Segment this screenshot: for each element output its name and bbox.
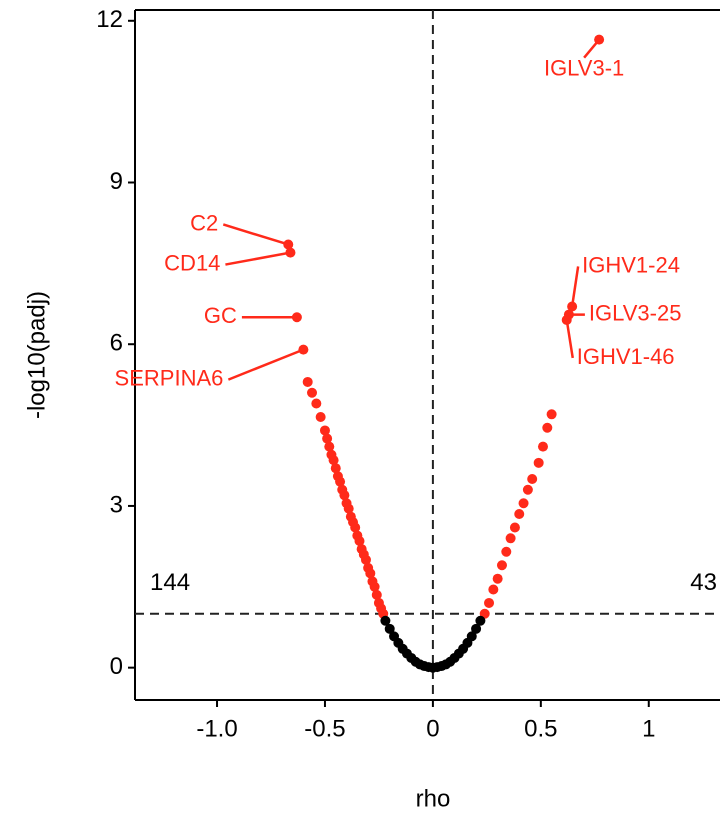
x-tick-label: 1: [642, 715, 655, 742]
point: [492, 573, 503, 584]
point: [522, 484, 533, 495]
point: [475, 615, 486, 626]
point: [352, 530, 363, 541]
point: [533, 457, 544, 468]
point: [285, 247, 296, 258]
point: [311, 398, 322, 409]
count-annotation: 144: [150, 569, 190, 596]
point: [496, 560, 507, 571]
point: [367, 576, 378, 587]
point: [291, 312, 302, 323]
point: [567, 301, 578, 312]
point: [283, 239, 294, 250]
y-tick-label: 6: [110, 330, 123, 357]
point: [373, 597, 384, 608]
label-leader: [225, 251, 291, 266]
point: [514, 509, 525, 520]
point: [384, 623, 395, 634]
point: [484, 597, 495, 608]
point: [561, 314, 572, 325]
point: [488, 584, 499, 595]
point-label: IGHV1-24: [582, 252, 680, 277]
point: [356, 544, 367, 555]
point: [319, 425, 330, 436]
point: [542, 422, 553, 433]
point-label: IGLV3-1: [544, 55, 624, 80]
x-tick-label: 0: [426, 715, 439, 742]
point: [326, 449, 337, 460]
point: [322, 433, 333, 444]
label-leader: [227, 348, 304, 381]
point: [345, 511, 356, 522]
point: [307, 387, 318, 398]
y-tick-label: 9: [110, 168, 123, 195]
x-axis-label: rho: [416, 785, 451, 812]
point: [518, 498, 529, 509]
point: [527, 473, 538, 484]
point: [337, 484, 348, 495]
x-tick-label: 0.5: [524, 715, 557, 742]
point: [324, 441, 335, 452]
point: [341, 498, 352, 509]
point-label: CD14: [164, 250, 220, 275]
point-label: SERPINA6: [115, 365, 224, 390]
x-tick-label: -0.5: [304, 715, 345, 742]
point: [380, 615, 391, 626]
point: [371, 589, 382, 600]
y-axis-label: -log10(padj): [23, 291, 50, 419]
point: [501, 546, 512, 557]
label-leader: [565, 319, 574, 359]
point: [315, 411, 326, 422]
label-leader: [570, 266, 580, 307]
point: [594, 34, 605, 45]
point: [509, 522, 520, 533]
label-leader: [222, 223, 289, 246]
count-annotation: 43: [690, 569, 717, 596]
point: [302, 376, 313, 387]
point-label: C2: [190, 210, 218, 235]
y-tick-label: 3: [110, 491, 123, 518]
x-tick-label: -1.0: [196, 715, 237, 742]
point-label: IGLV3-25: [589, 300, 682, 325]
point: [332, 471, 343, 482]
point: [363, 562, 374, 573]
point: [546, 409, 557, 420]
point: [471, 623, 482, 634]
point: [466, 631, 477, 642]
y-tick-label: 0: [110, 653, 123, 680]
point: [505, 533, 516, 544]
point-label: IGHV1-46: [577, 344, 675, 369]
point-label: GC: [204, 303, 237, 328]
y-tick-label: 12: [96, 6, 123, 33]
point: [298, 344, 309, 355]
point: [537, 441, 548, 452]
point: [330, 463, 341, 474]
